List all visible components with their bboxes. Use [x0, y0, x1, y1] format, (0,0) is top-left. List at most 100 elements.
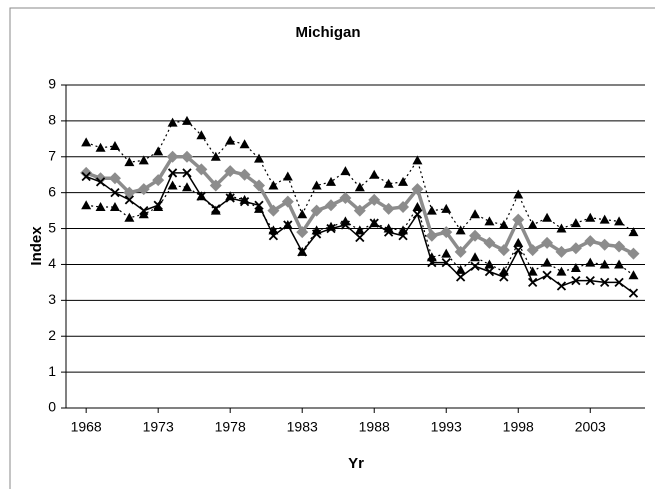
data-point — [239, 197, 250, 207]
data-point — [569, 242, 582, 255]
data-point — [441, 203, 452, 213]
data-point — [124, 157, 135, 167]
data-point — [368, 193, 381, 206]
data-point — [210, 151, 221, 161]
data-point — [253, 179, 265, 192]
data-point — [109, 202, 120, 212]
data-point — [267, 204, 280, 217]
data-point — [598, 238, 611, 251]
data-point — [108, 172, 121, 185]
data-point — [326, 223, 336, 234]
data-point — [196, 191, 207, 201]
data-point — [571, 275, 581, 286]
data-point — [426, 205, 437, 215]
y-tick-label: 9 — [48, 76, 56, 92]
data-point — [296, 226, 309, 239]
y-tick-label: 1 — [48, 363, 56, 379]
data-point — [95, 177, 106, 187]
data-point — [599, 214, 610, 224]
data-point — [441, 258, 451, 268]
data-point — [340, 220, 351, 230]
data-point — [512, 213, 525, 226]
data-point — [166, 150, 179, 163]
data-point — [513, 189, 524, 199]
chart-border — [9, 7, 655, 489]
data-point — [355, 232, 365, 243]
data-point — [81, 171, 91, 182]
data-point — [398, 176, 409, 186]
x-tick-label: 1983 — [287, 419, 318, 435]
data-point — [484, 259, 495, 269]
data-point — [455, 225, 466, 235]
y-tick-label: 4 — [48, 255, 56, 271]
data-point — [254, 200, 264, 210]
data-point — [425, 229, 438, 242]
chart-title: Michigan — [295, 24, 360, 41]
data-point — [181, 182, 192, 192]
data-point — [484, 266, 495, 277]
data-point — [224, 165, 237, 178]
data-point — [353, 204, 366, 217]
data-point — [311, 229, 322, 239]
data-point — [542, 212, 553, 222]
data-point — [628, 288, 639, 298]
data-point — [369, 218, 379, 228]
data-point — [527, 219, 538, 229]
data-point — [268, 231, 279, 241]
data-point — [152, 174, 165, 187]
data-point — [570, 218, 581, 228]
y-tick-label: 6 — [48, 183, 56, 199]
data-point — [454, 245, 467, 258]
data-point — [281, 195, 294, 208]
data-point — [325, 199, 338, 212]
data-point — [513, 237, 524, 247]
data-point — [484, 216, 495, 226]
data-point — [225, 135, 236, 145]
data-point — [297, 209, 308, 219]
data-point — [311, 180, 322, 190]
data-point — [282, 171, 293, 181]
data-point — [310, 204, 323, 217]
data-point — [238, 168, 251, 181]
data-point — [499, 272, 509, 282]
data-point — [110, 188, 120, 198]
x-tick-label: 1973 — [143, 419, 174, 435]
data-point — [397, 201, 410, 214]
data-point — [411, 183, 424, 196]
data-point — [138, 209, 149, 219]
data-point — [614, 277, 624, 288]
data-point — [556, 266, 567, 276]
data-point — [383, 227, 394, 237]
data-point — [340, 166, 351, 176]
data-point — [470, 261, 480, 271]
data-point — [542, 270, 552, 280]
data-point — [599, 259, 610, 269]
data-point — [628, 270, 639, 280]
data-point — [354, 225, 365, 235]
data-point — [455, 264, 466, 274]
data-point — [109, 141, 120, 151]
data-point — [124, 212, 135, 222]
data-point — [542, 257, 553, 267]
data-point — [339, 192, 352, 205]
data-point — [138, 155, 149, 165]
y-tick-label: 2 — [48, 327, 56, 343]
data-point — [326, 176, 337, 186]
data-point — [585, 257, 596, 267]
data-point — [382, 202, 395, 215]
data-point — [600, 277, 610, 288]
data-point — [81, 200, 92, 210]
data-point — [225, 193, 235, 203]
x-axis-label: Yr — [348, 455, 364, 472]
data-point — [211, 204, 221, 214]
data-point — [383, 178, 394, 188]
data-point — [182, 168, 192, 178]
data-point — [526, 244, 539, 257]
data-point — [527, 266, 538, 276]
data-point — [483, 236, 496, 249]
data-point — [440, 226, 453, 239]
y-axis-label: Index — [28, 226, 45, 266]
data-point — [556, 281, 567, 291]
